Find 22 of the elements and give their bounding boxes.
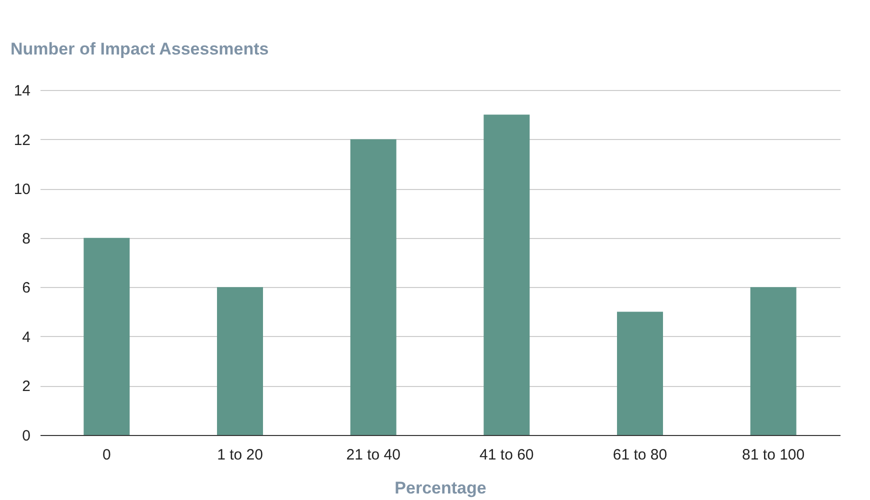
bar — [484, 114, 530, 435]
x-tick-label: 1 to 20 — [217, 446, 263, 464]
y-tick-label: 10 — [14, 181, 30, 198]
bar — [217, 287, 263, 435]
x-tick-label: 61 to 80 — [612, 446, 668, 464]
y-tick-label: 8 — [22, 230, 30, 248]
y-tick-label: 14 — [14, 82, 30, 100]
x-tick-label: 41 to 60 — [480, 446, 534, 464]
x-tick-label: 0 — [102, 446, 111, 464]
x-tick-label: 21 to 40 — [346, 446, 400, 464]
bar — [350, 139, 396, 435]
y-axis-title: Number of Impact Assessments — [10, 40, 269, 58]
bar — [84, 238, 130, 435]
y-tick-label: 2 — [22, 378, 30, 396]
bar — [617, 312, 663, 435]
bar — [750, 287, 796, 435]
y-tick-label: 6 — [22, 280, 30, 297]
x-tick-label: 81 to 100 — [742, 446, 805, 464]
y-tick-label: 12 — [14, 132, 30, 149]
y-tick-label: 4 — [22, 328, 30, 346]
y-tick-label: 0 — [22, 428, 30, 444]
x-axis-title: Percentage — [394, 478, 486, 498]
